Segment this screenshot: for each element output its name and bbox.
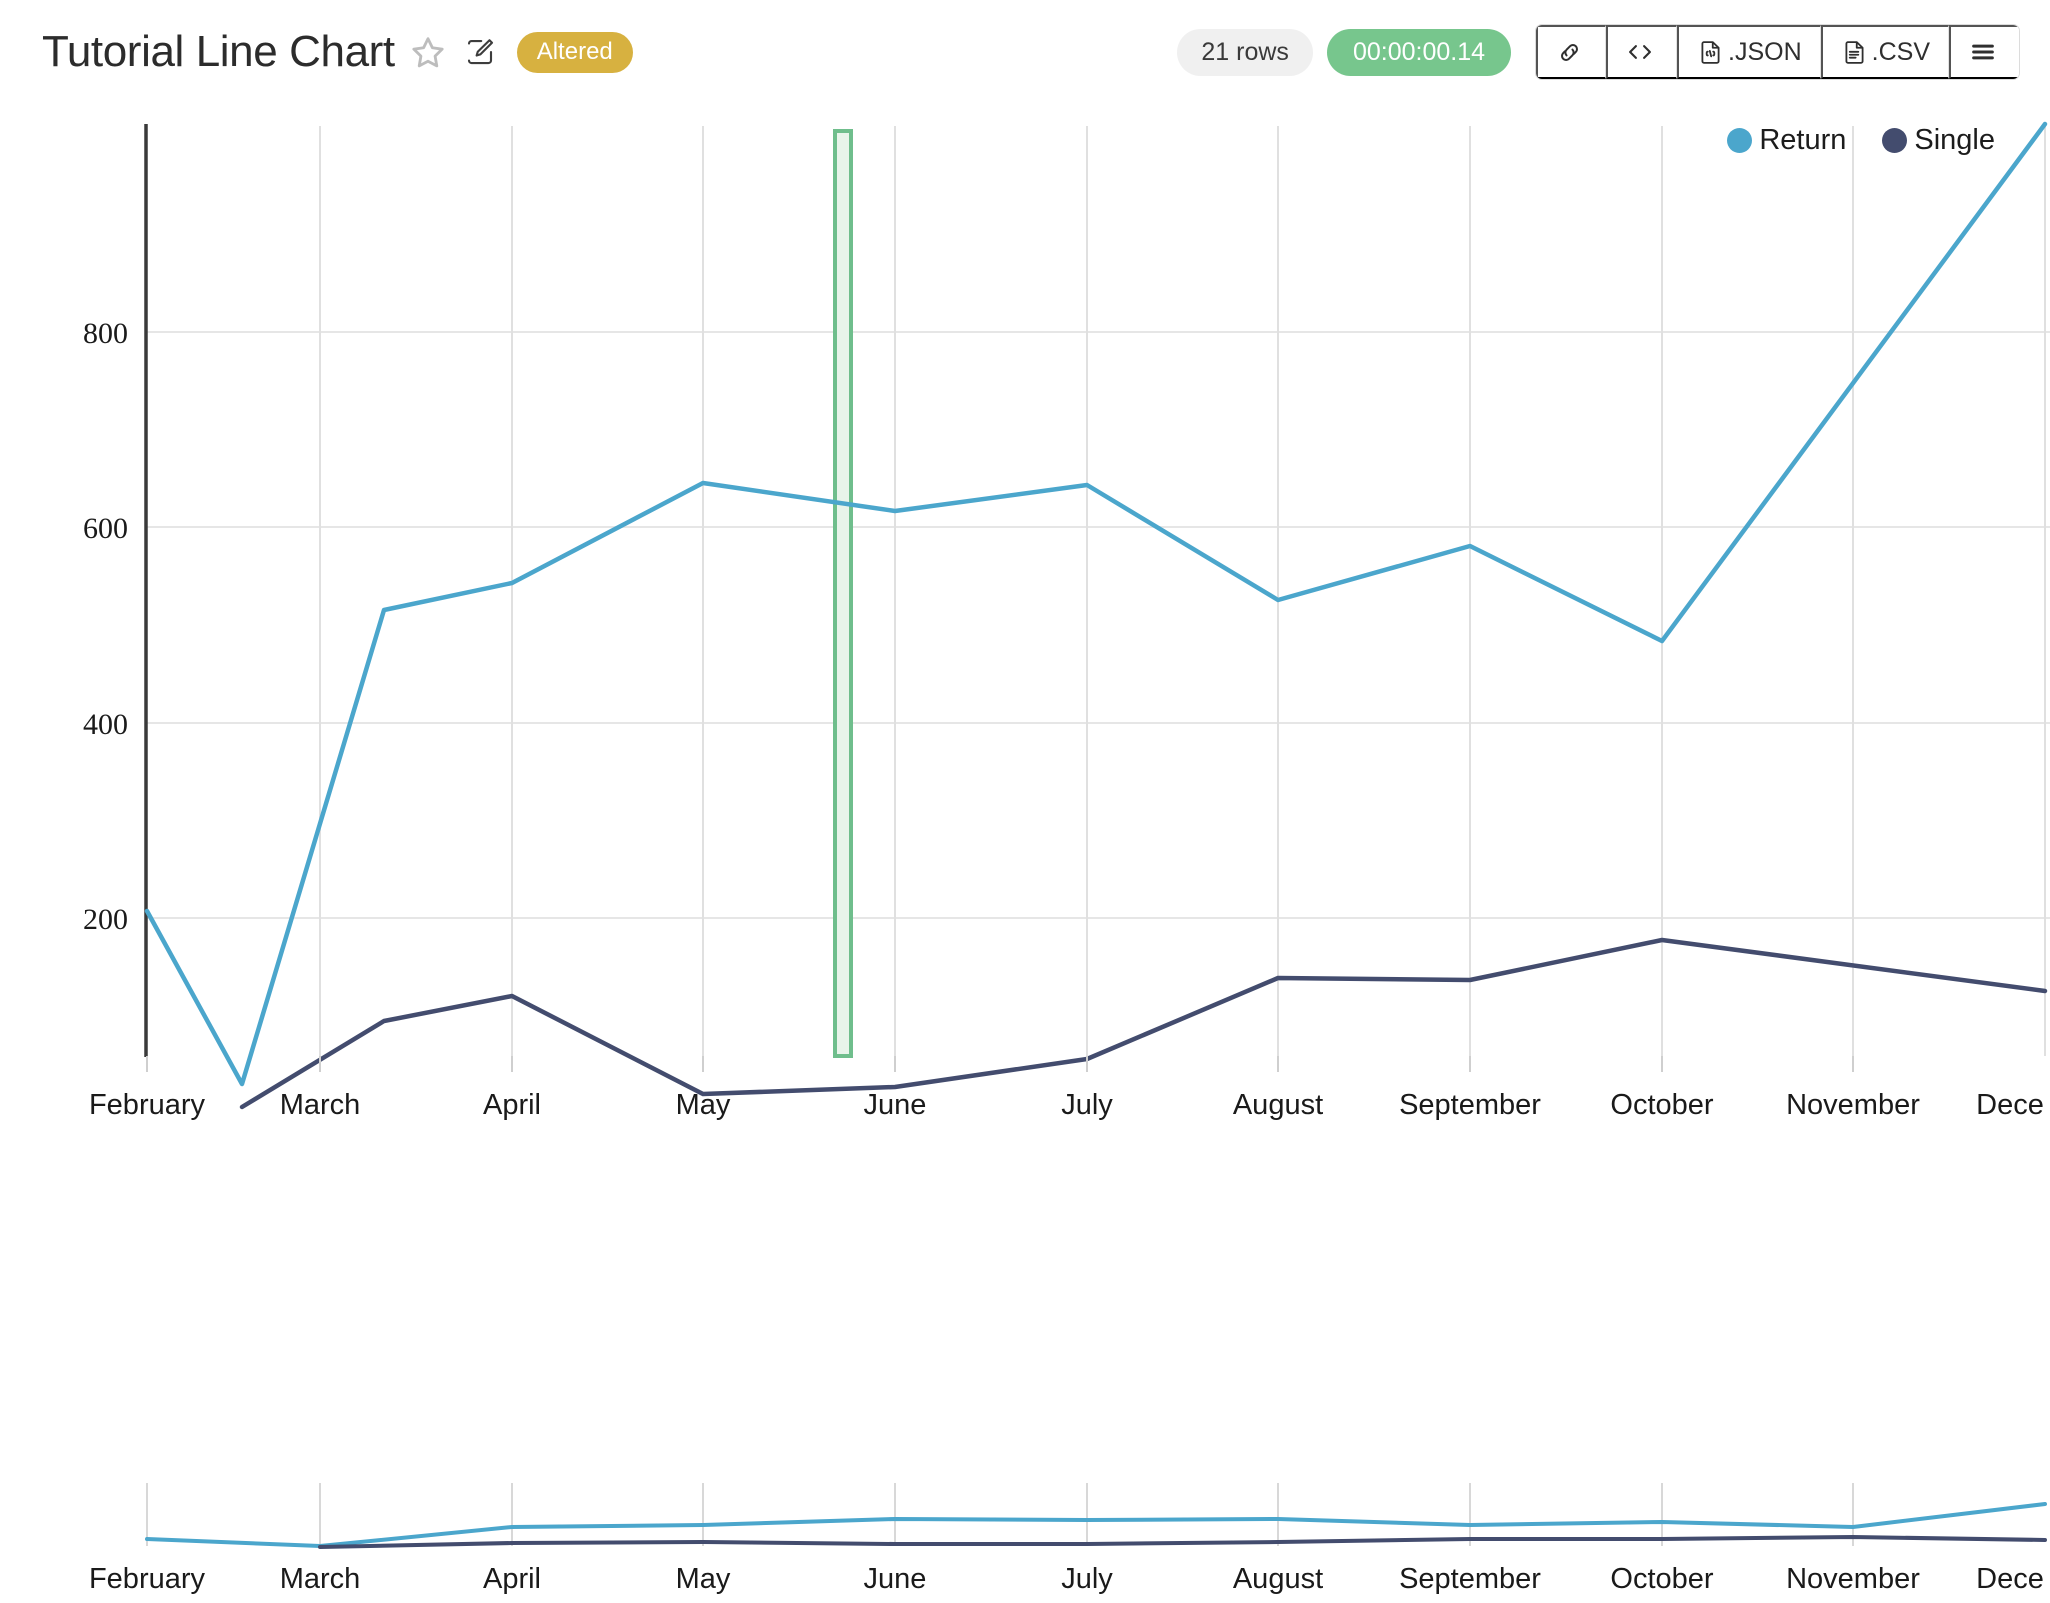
mini-x-tick-may: May xyxy=(676,1563,731,1595)
download-csv-label: .CSV xyxy=(1871,37,1930,66)
mini-x-tick-august: August xyxy=(1233,1563,1323,1595)
x-tick-july: July xyxy=(1061,1089,1113,1121)
selection-band[interactable] xyxy=(833,129,853,1058)
download-json-label: .JSON xyxy=(1728,37,1802,66)
hamburger-menu-icon xyxy=(1969,38,1997,66)
chart-legend: Return Single xyxy=(1727,124,1995,157)
x-tick-june: June xyxy=(864,1089,927,1121)
mini-x-tick-june: June xyxy=(864,1563,927,1595)
edit-pencil-icon[interactable] xyxy=(465,37,495,67)
x-tick-marks xyxy=(146,1056,1854,1072)
mini-x-tick-february: February xyxy=(89,1563,206,1595)
y-tick-labels: 800 600 400 200 xyxy=(83,317,128,936)
legend-swatch-return xyxy=(1727,128,1753,153)
x-gridlines xyxy=(319,126,2046,1056)
legend-item-single[interactable]: Single xyxy=(1882,124,1995,157)
mini-series-line-single xyxy=(318,1535,2047,1549)
row-count-badge: 21 rows xyxy=(1177,28,1313,76)
mini-series-line-return xyxy=(145,1502,2047,1548)
embed-code-button[interactable] xyxy=(1606,25,1678,79)
x-tick-august: August xyxy=(1233,1089,1323,1121)
legend-label-single: Single xyxy=(1914,124,1995,156)
link-chain-icon xyxy=(1556,39,1583,66)
x-tick-september: September xyxy=(1399,1089,1541,1121)
x-tick-may: May xyxy=(676,1089,731,1121)
y-tick-600: 600 xyxy=(83,512,128,545)
mini-x-tick-november: November xyxy=(1786,1563,1920,1595)
export-button-group: .JSON .CSV xyxy=(1535,24,2020,80)
mini-x-tick-april: April xyxy=(483,1563,541,1595)
x-tick-april: April xyxy=(483,1089,541,1121)
file-csv-icon xyxy=(1841,39,1868,66)
x-tick-labels: February March April May June July Augus… xyxy=(89,1089,2044,1121)
page-title: Tutorial Line Chart xyxy=(42,27,395,76)
main-chart-svg[interactable]: 800 600 400 200 February March xyxy=(0,104,2050,1439)
mini-x-tick-september: September xyxy=(1399,1563,1541,1595)
x-tick-october: October xyxy=(1610,1089,1713,1121)
code-brackets-icon xyxy=(1626,38,1654,66)
x-tick-december: Dece xyxy=(1976,1089,2044,1121)
series-line-single xyxy=(239,937,2048,1110)
x-tick-february: February xyxy=(89,1089,206,1121)
y-tick-400: 400 xyxy=(83,708,128,741)
star-outline-icon[interactable] xyxy=(411,35,445,69)
app-header: Tutorial Line Chart Altered 21 rows 00:0… xyxy=(0,0,2050,104)
y-gridlines xyxy=(145,331,2050,919)
title-group: Tutorial Line Chart Altered xyxy=(42,27,633,77)
mini-x-tick-december: Dece xyxy=(1976,1563,2044,1595)
legend-label-return: Return xyxy=(1759,124,1847,156)
mini-x-tick-labels: February March April May June July Augus… xyxy=(89,1563,2044,1595)
mini-gridlines xyxy=(146,1483,1854,1546)
legend-swatch-single xyxy=(1882,128,1908,153)
status-badge: Altered xyxy=(516,31,633,73)
header-toolbar: 21 rows 00:00:00.14 xyxy=(1177,24,2020,80)
mini-x-tick-march: March xyxy=(280,1563,361,1595)
x-tick-november: November xyxy=(1786,1089,1920,1121)
share-link-button[interactable] xyxy=(1536,25,1607,79)
series-line-return xyxy=(144,121,2048,1087)
y-tick-800: 800 xyxy=(83,317,128,350)
mini-x-tick-october: October xyxy=(1610,1563,1713,1595)
legend-item-return[interactable]: Return xyxy=(1727,124,1846,157)
y-tick-200: 200 xyxy=(83,903,128,936)
mini-x-tick-july: July xyxy=(1061,1563,1113,1595)
main-chart[interactable]: Return Single xyxy=(0,104,2050,1439)
file-json-icon xyxy=(1697,39,1724,66)
download-csv-button[interactable]: .CSV xyxy=(1820,25,1949,79)
x-tick-march: March xyxy=(280,1089,361,1121)
overflow-menu-button[interactable] xyxy=(1949,25,2019,79)
query-timer-badge: 00:00:00.14 xyxy=(1326,28,1512,76)
range-selector-chart[interactable]: February March April May June July Augus… xyxy=(0,1439,2050,1598)
range-selector-svg[interactable]: February March April May June July Augus… xyxy=(0,1439,2050,1598)
download-json-button[interactable]: .JSON xyxy=(1677,25,1821,79)
